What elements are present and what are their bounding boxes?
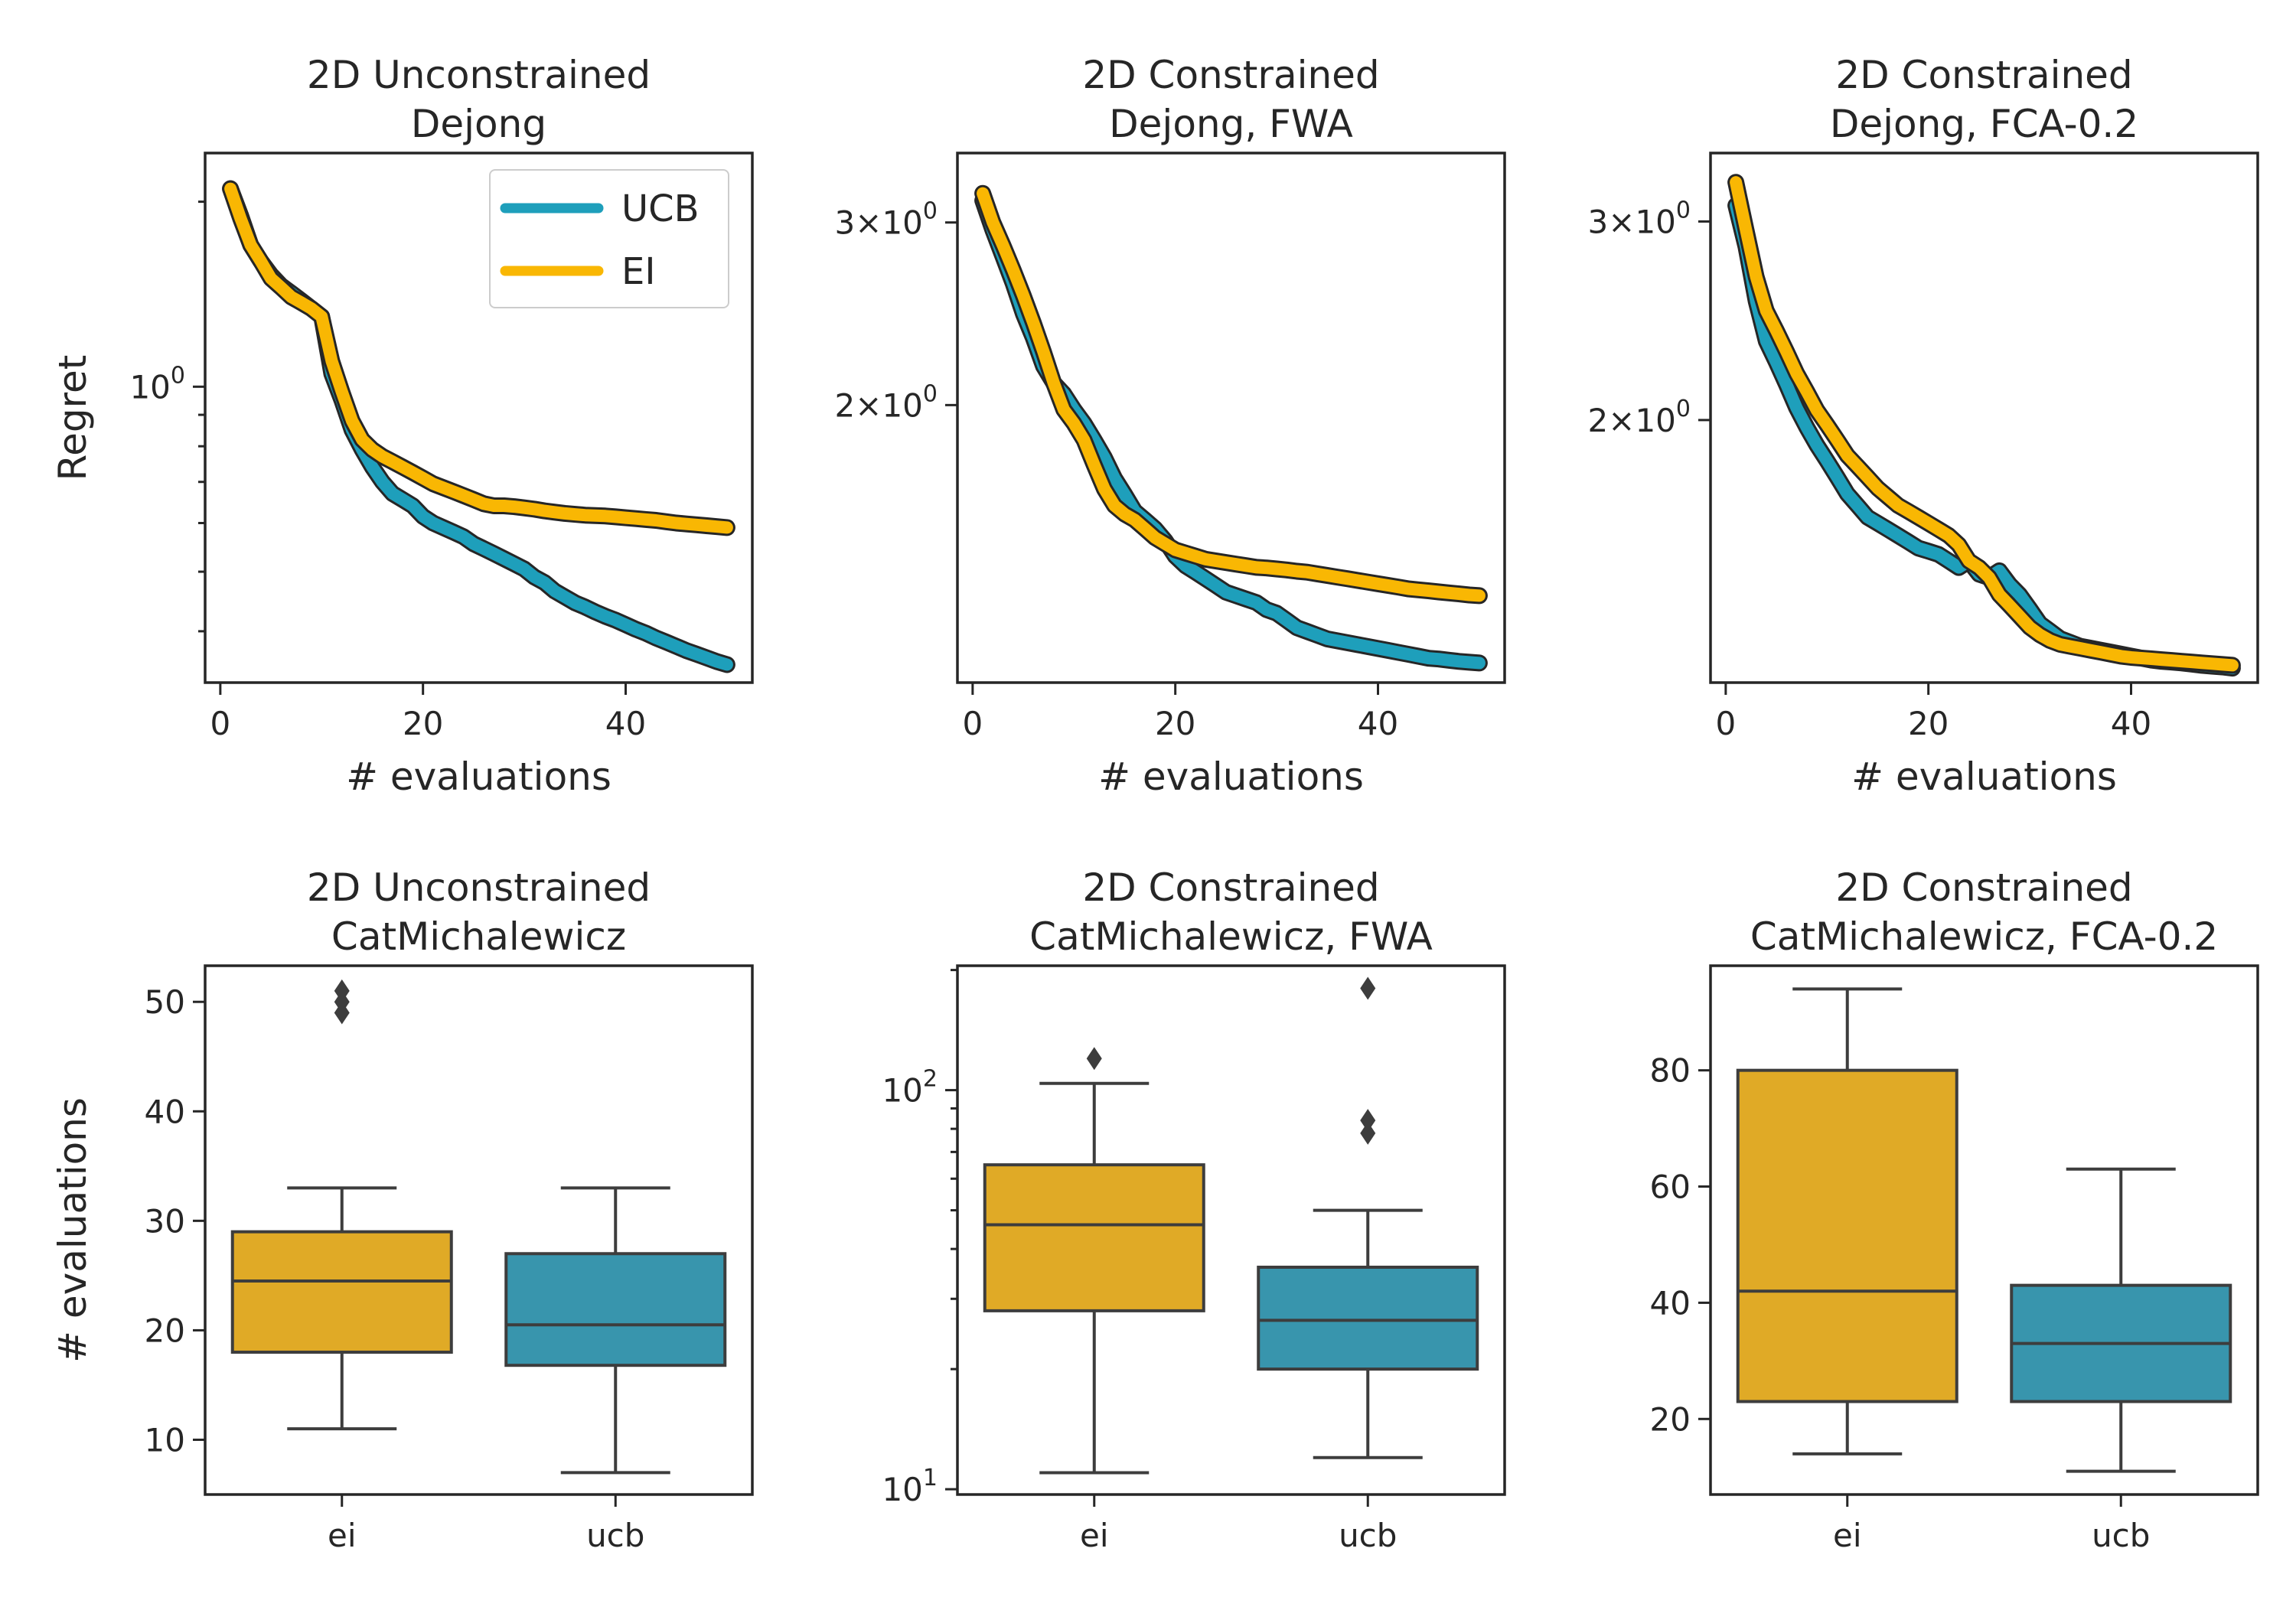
series-line-ei <box>224 182 733 534</box>
x-axis-label: # evaluations <box>346 755 612 799</box>
x-category-label: ei <box>328 1517 357 1554</box>
y-tick-label: 2×100 <box>835 380 938 424</box>
y-tick-label: 2×100 <box>1588 396 1691 439</box>
y-axis-label: Regret <box>51 355 95 481</box>
panel-title-line: 2D Constrained <box>1082 865 1379 910</box>
x-category-label: ucb <box>1339 1517 1397 1554</box>
box-outlier-ei <box>334 979 350 1002</box>
panel-title-line: CatMichalewicz, FCA-0.2 <box>1750 914 2218 959</box>
panel-title-line: 2D Unconstrained <box>307 865 651 910</box>
y-tick-label: 50 <box>145 983 185 1021</box>
x-tick-label: 0 <box>210 705 230 742</box>
panel-title-line: 2D Constrained <box>1082 53 1379 97</box>
y-tick-label: 40 <box>145 1093 185 1130</box>
panel-1: 2D Unconstrained Dejong 100 Regret 0 20 40 # ev… <box>51 53 754 799</box>
x-tick-label: 20 <box>403 705 443 742</box>
x-tick-label: 40 <box>1358 705 1398 742</box>
y-axis-label: # evaluations <box>51 1097 95 1363</box>
box-ucb <box>1257 1265 1479 1371</box>
axes-frame <box>204 964 754 1496</box>
y-tick-label: 80 <box>1650 1052 1691 1090</box>
panel-title-line: 2D Constrained <box>1835 865 2132 910</box>
axes-frame <box>204 152 754 684</box>
x-tick-label: 0 <box>1715 705 1736 742</box>
panel-title-line: CatMichalewicz <box>331 914 626 959</box>
y-tick-label: 10 <box>145 1421 185 1459</box>
x-axis-label: # evaluations <box>1851 755 2117 799</box>
x-category-label: ei <box>1833 1517 1862 1554</box>
axes-frame <box>1709 152 2259 684</box>
legend-label-ei: EI <box>621 250 655 293</box>
x-category-label: ucb <box>2092 1517 2150 1554</box>
panel-3: 2D Constrained Dejong, FCA-0.2 3×100 2×100 0… <box>1588 53 2259 799</box>
y-tick-label: 20 <box>145 1312 185 1349</box>
box-ei <box>1736 1068 1958 1403</box>
axes-frame <box>956 152 1506 684</box>
x-category-label: ei <box>1080 1517 1109 1554</box>
box-ei <box>983 1163 1205 1312</box>
axes-frame <box>956 964 1506 1496</box>
y-tick-label: 60 <box>1650 1169 1691 1206</box>
y-tick-label: 20 <box>1650 1400 1691 1438</box>
y-tick-label: 3×100 <box>1588 197 1691 240</box>
y-tick-label: 102 <box>882 1066 938 1110</box>
y-tick-label: 40 <box>1650 1284 1691 1322</box>
series-line-ei <box>977 187 1486 602</box>
box-outlier-ucb <box>1360 1121 1376 1145</box>
axes-frame <box>1709 964 2259 1496</box>
box-outlier-ucb <box>1360 976 1376 1000</box>
legend-label-ucb: UCB <box>621 187 700 230</box>
x-tick-label: 40 <box>605 705 646 742</box>
series-line-ei <box>1730 176 2239 672</box>
y-tick-label: 30 <box>145 1202 185 1240</box>
x-tick-label: 20 <box>1908 705 1949 742</box>
panel-title-line: Dejong, FCA-0.2 <box>1830 102 2138 146</box>
panel-title-line: Dejong, FWA <box>1109 102 1353 146</box>
x-category-label: ucb <box>586 1517 644 1554</box>
box-outlier-ei <box>1086 1047 1102 1071</box>
panel-title-line: 2D Constrained <box>1835 53 2132 97</box>
x-tick-label: 40 <box>2111 705 2151 742</box>
panel-title-line: 2D Unconstrained <box>307 53 651 97</box>
panel-title-line: CatMichalewicz, FWA <box>1029 914 1433 959</box>
panel-title-line: Dejong <box>411 102 546 146</box>
y-tick-label: 3×100 <box>835 198 938 242</box>
box-ucb <box>504 1252 727 1367</box>
x-tick-label: 20 <box>1155 705 1195 742</box>
y-tick-label: 100 <box>129 362 185 406</box>
box-outlier-ucb <box>1360 1109 1376 1133</box>
panel-2: 2D Constrained Dejong, FWA 3×100 2×100 0 20 40… <box>835 53 1506 799</box>
series-line-ucb <box>1730 199 2239 675</box>
y-tick-label: 101 <box>882 1465 938 1508</box>
box-ei <box>230 1230 453 1354</box>
x-tick-label: 0 <box>962 705 983 742</box>
x-axis-label: # evaluations <box>1098 755 1364 799</box>
